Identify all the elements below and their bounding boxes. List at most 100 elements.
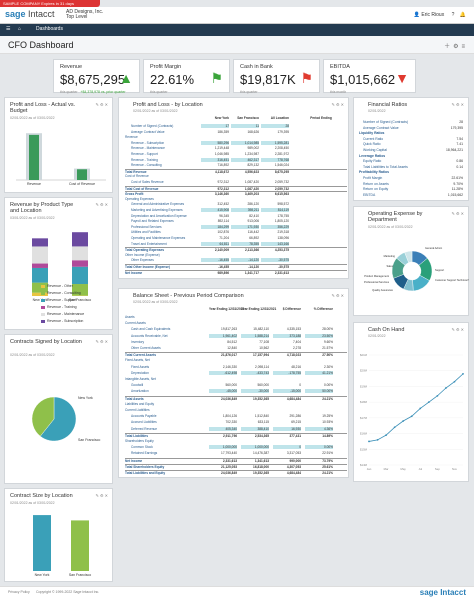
add-icon[interactable]: ＋ xyxy=(444,44,454,50)
table-row: EBITDA 1,015,662 xyxy=(359,193,463,197)
table-row: Revenue - Subscription 580,296 1,014,985 1,… xyxy=(125,140,347,145)
table-row: Cost of Sales Revenue 972,312 1,087,420 2,0… xyxy=(125,180,347,184)
card-toolbar[interactable]: ✎ ⚙ ✕ xyxy=(95,102,108,107)
kpi-profit-margin[interactable]: Profit Margin 22.61% this quarter ⚑ xyxy=(143,59,230,94)
card-pl-by-location: Profit and Loss - by Location ✎ ⚙ ✕ 02/0… xyxy=(118,97,349,279)
page-header: CFO Dashboard ＋⚙≡ xyxy=(0,36,474,54)
card-toolbar[interactable]: ✎ ⚙ ✕ xyxy=(451,327,464,332)
nav-dashboards[interactable]: Dashboards xyxy=(36,26,63,32)
app-logo[interactable]: sage Intacct xyxy=(5,9,55,19)
table-cell: 102,876 xyxy=(217,230,229,235)
table-cell: -45,000 xyxy=(209,389,237,394)
privacy-link[interactable]: Privacy Policy xyxy=(8,590,30,594)
row-label: Other Expenses xyxy=(131,258,154,263)
help-icon[interactable]: ? xyxy=(451,12,455,18)
table-row: Shareholders Equity xyxy=(125,439,347,443)
column-header: Year Ending 12/31/2022 xyxy=(209,307,245,311)
table-cell: 24.21% xyxy=(322,471,333,475)
menu-icon[interactable]: ☰ xyxy=(6,26,11,32)
flag-icon: ⚑ xyxy=(210,70,223,86)
row-label: Other Income (Expense) xyxy=(125,252,160,257)
table-cell: -15,000 xyxy=(273,389,301,394)
table-cell: 179,395 xyxy=(277,129,289,134)
card-toolbar[interactable]: ✎ ⚙ ✕ xyxy=(331,102,344,107)
table-cell: 462,317 xyxy=(231,157,259,162)
kpi-ebitda[interactable]: EBITDA $1,015,662 this month ▼ xyxy=(323,59,416,94)
table-cell: 28.00% xyxy=(322,327,333,332)
table-cell: 892,114 xyxy=(217,219,229,224)
row-label: Gross Profit xyxy=(125,192,144,197)
table-cell: 7.54 xyxy=(456,136,463,141)
contract-size-chart: New York San Francisco xyxy=(33,515,91,577)
table-cell: 11 xyxy=(231,124,259,128)
bar-segment xyxy=(32,282,48,293)
row-label: Shareholders Equity xyxy=(125,439,154,443)
table-cell: 2,146,330 xyxy=(222,364,237,369)
row-label: Net Income xyxy=(125,270,143,275)
row-label: Cost of Sales Revenue xyxy=(131,180,164,184)
footer: Privacy Policy Copyright © 1999-2022 Sag… xyxy=(0,586,474,598)
home-icon[interactable]: ⌂ xyxy=(18,26,22,32)
table-cell: 633,115 xyxy=(257,420,269,425)
kpi-cash-in-bank[interactable]: Cash in Bank $19,817K this quarter ⚑ xyxy=(233,59,320,94)
table-row: Liquidity Ratios xyxy=(359,131,463,135)
table-cell: 9.70% xyxy=(453,181,463,186)
card-toolbar[interactable]: ✎ ⚙ ✕ xyxy=(95,202,108,207)
row-label: General and Administrative Expenses xyxy=(131,202,185,207)
row-label: Travel and Entertainment xyxy=(131,241,167,246)
x-tick-label: May xyxy=(401,467,407,471)
table-row: Accounts Payable 1,804,126 1,512,840 291,28… xyxy=(125,414,347,418)
table-row: Accrued Liabilities 702,330 633,115 69,215 1… xyxy=(125,420,347,424)
column-header: $ Difference xyxy=(282,307,301,311)
table-row: Return on Assets 9.70% xyxy=(359,182,463,186)
bell-icon[interactable]: 🔔 xyxy=(459,12,466,18)
card-toolbar[interactable]: ✎ ⚙ ✕ xyxy=(95,493,108,498)
table-row: Profitability Ratios xyxy=(359,170,463,174)
table-cell: 972,312 xyxy=(217,186,229,191)
table-cell: 4,718,023 xyxy=(286,353,301,358)
table-header: Year Ending 12/31/2022 Year Ending 12/31/… xyxy=(125,307,347,311)
table-row: Fixed Assets 2,146,330 2,098,114 48,216 2.30… xyxy=(125,365,347,369)
data-point xyxy=(462,372,464,375)
table-row: Working Capital 18,964,221 xyxy=(359,148,463,152)
y-tick-label: $19M xyxy=(360,384,368,388)
table-row: Total Liabilities to Total Assets 0.14 xyxy=(359,165,463,169)
table-cell: 8,675,295 xyxy=(274,169,289,174)
data-point xyxy=(393,426,396,429)
table-row: Cash and Cash Equivalents 19,817,263 15,48… xyxy=(125,327,347,331)
row-label: Fixed Assets, Net xyxy=(125,358,150,363)
column-header: Period Ending xyxy=(310,116,332,120)
table-row: Travel and Entertainment 64,811 78,355 143,… xyxy=(125,241,347,246)
card-toolbar[interactable]: ✎ ⚙ ✕ xyxy=(331,293,344,298)
more-icon[interactable]: ≡ xyxy=(461,44,468,50)
cash-on-hand-chart: $14M $15M $16M $17M $18M $19M $20M $21M Jan Mar Ma… xyxy=(360,353,464,471)
table-row: Total Liabilities 2,911,796 2,534,365 377,4… xyxy=(125,432,347,438)
pie-label: Support xyxy=(435,268,444,272)
user-menu[interactable]: 👤 Eric Rioux ? 🔔 xyxy=(413,12,466,18)
table-cell: 702,330 xyxy=(225,420,237,425)
footer-brand: sage Intacct xyxy=(419,588,466,597)
table-cell: 66,892 xyxy=(249,236,259,240)
card-toolbar[interactable]: ✎ ⚙ ✕ xyxy=(95,339,108,344)
card-toolbar[interactable]: ✎ ⚙ ✕ xyxy=(451,211,464,216)
x-tick-label: New York xyxy=(33,298,48,302)
kpi-revenue[interactable]: Revenue $8,675,295 this quarter +$4,378,… xyxy=(53,59,140,94)
row-label: Working Capital xyxy=(363,148,387,152)
table-cell: 4,307,053 xyxy=(286,464,301,469)
table-cell: 388,410 xyxy=(241,426,269,431)
pl-location-table: New York San Francisco All Location Number … xyxy=(125,116,347,278)
row-label: Quick Ratio xyxy=(363,142,381,147)
pie-label: New York xyxy=(78,396,93,400)
table-row: Total Operating Expenses 2,140,009 2,113,3… xyxy=(125,247,347,252)
table-cell: -30,000 xyxy=(241,389,269,394)
table-row: Number of Signed (Contracts) 17 11 28 xyxy=(125,124,347,128)
row-label: Average Contract Value xyxy=(363,125,399,130)
table-cell: 0 xyxy=(299,383,301,388)
table-cell: 19,352,365 xyxy=(253,471,269,475)
card-toolbar[interactable]: ✎ ⚙ ✕ xyxy=(451,102,464,107)
gear-icon[interactable]: ⚙ xyxy=(453,44,462,50)
up-arrow-icon: ▲ xyxy=(119,70,133,86)
table-cell: 4,684,484 xyxy=(286,396,301,401)
company-selector[interactable]: AD Designs, Inc. Top Level xyxy=(66,9,104,20)
table-cell: 171,930 xyxy=(231,224,259,229)
